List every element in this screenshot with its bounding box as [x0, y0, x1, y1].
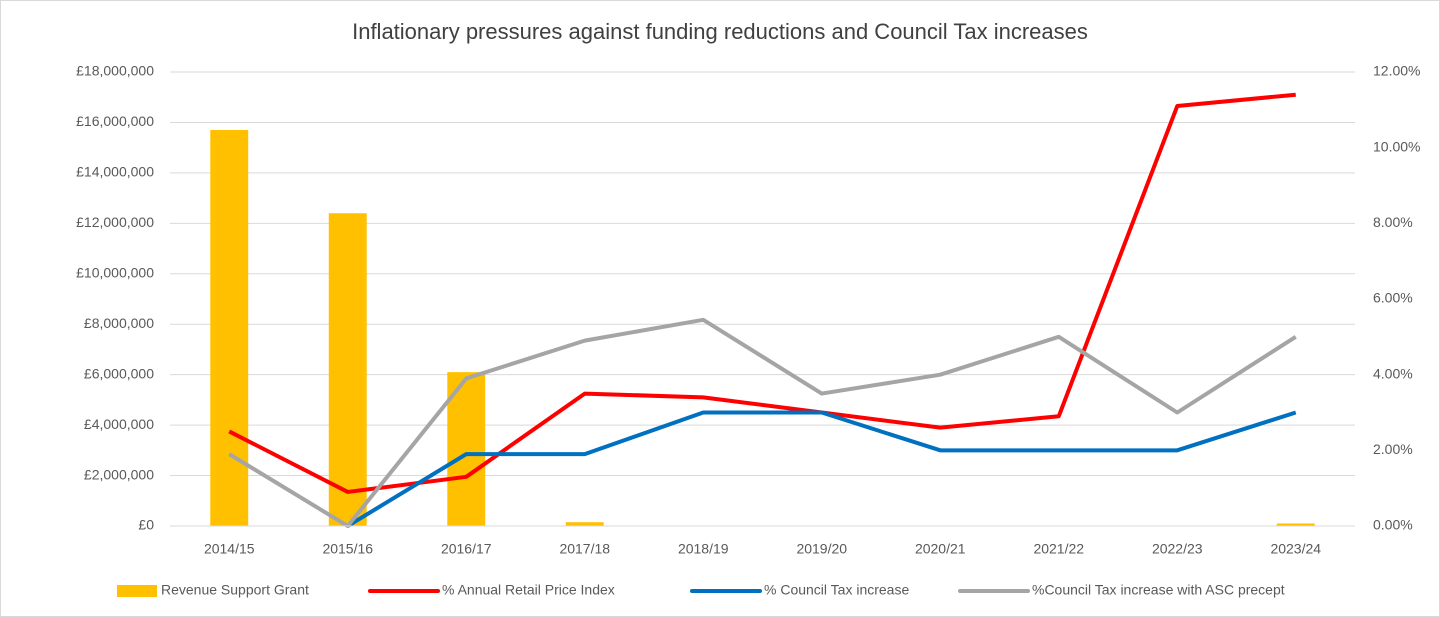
x-tick-label: 2021/22: [1033, 541, 1084, 557]
legend-label: Revenue Support Grant: [161, 582, 309, 598]
legend-label: % Annual Retail Price Index: [442, 582, 615, 598]
y-tick-label: £12,000,000: [76, 214, 154, 230]
y2-tick-label: 2.00%: [1373, 441, 1413, 457]
y2-tick-label: 10.00%: [1373, 138, 1420, 154]
x-tick-label: 2022/23: [1152, 541, 1203, 557]
legend-label: %Council Tax increase with ASC precept: [1032, 582, 1285, 598]
line-series: [228, 92, 1296, 494]
x-tick-label: 2014/15: [204, 541, 255, 557]
y-tick-label: £18,000,000: [76, 63, 154, 79]
y-tick-label: £10,000,000: [76, 264, 154, 280]
x-tick-label: 2017/18: [559, 541, 610, 557]
y-tick-label: £16,000,000: [76, 113, 154, 129]
x-tick-label: 2016/17: [441, 541, 492, 557]
x-tick-label: 2023/24: [1270, 541, 1321, 557]
x-tick-label: 2018/19: [678, 541, 729, 557]
line-series: [228, 317, 1297, 528]
y-tick-label: £14,000,000: [76, 164, 154, 180]
x-tick-label: 2015/16: [322, 541, 373, 557]
y-tick-label: £6,000,000: [84, 365, 154, 381]
chart-title: Inflationary pressures against funding r…: [352, 19, 1088, 44]
bar: [1276, 523, 1315, 526]
y-tick-label: £8,000,000: [84, 315, 154, 331]
y2-tick-label: 6.00%: [1373, 290, 1413, 306]
bar: [565, 522, 604, 526]
y2-tick-label: 12.00%: [1373, 63, 1420, 79]
legend-label: % Council Tax increase: [764, 582, 909, 598]
y2-tick-label: 4.00%: [1373, 365, 1413, 381]
bar: [328, 213, 367, 526]
legend-swatch: [117, 585, 157, 597]
x-tick-label: 2020/21: [915, 541, 966, 557]
bar: [210, 130, 249, 526]
y2-tick-label: 0.00%: [1373, 517, 1413, 533]
line-series: [346, 410, 1297, 528]
x-tick-label: 2019/20: [796, 541, 847, 557]
y2-tick-label: 8.00%: [1373, 214, 1413, 230]
y-tick-label: £2,000,000: [84, 466, 154, 482]
y-tick-label: £4,000,000: [84, 416, 154, 432]
bar: [447, 372, 486, 526]
y-tick-label: £0: [138, 517, 154, 533]
